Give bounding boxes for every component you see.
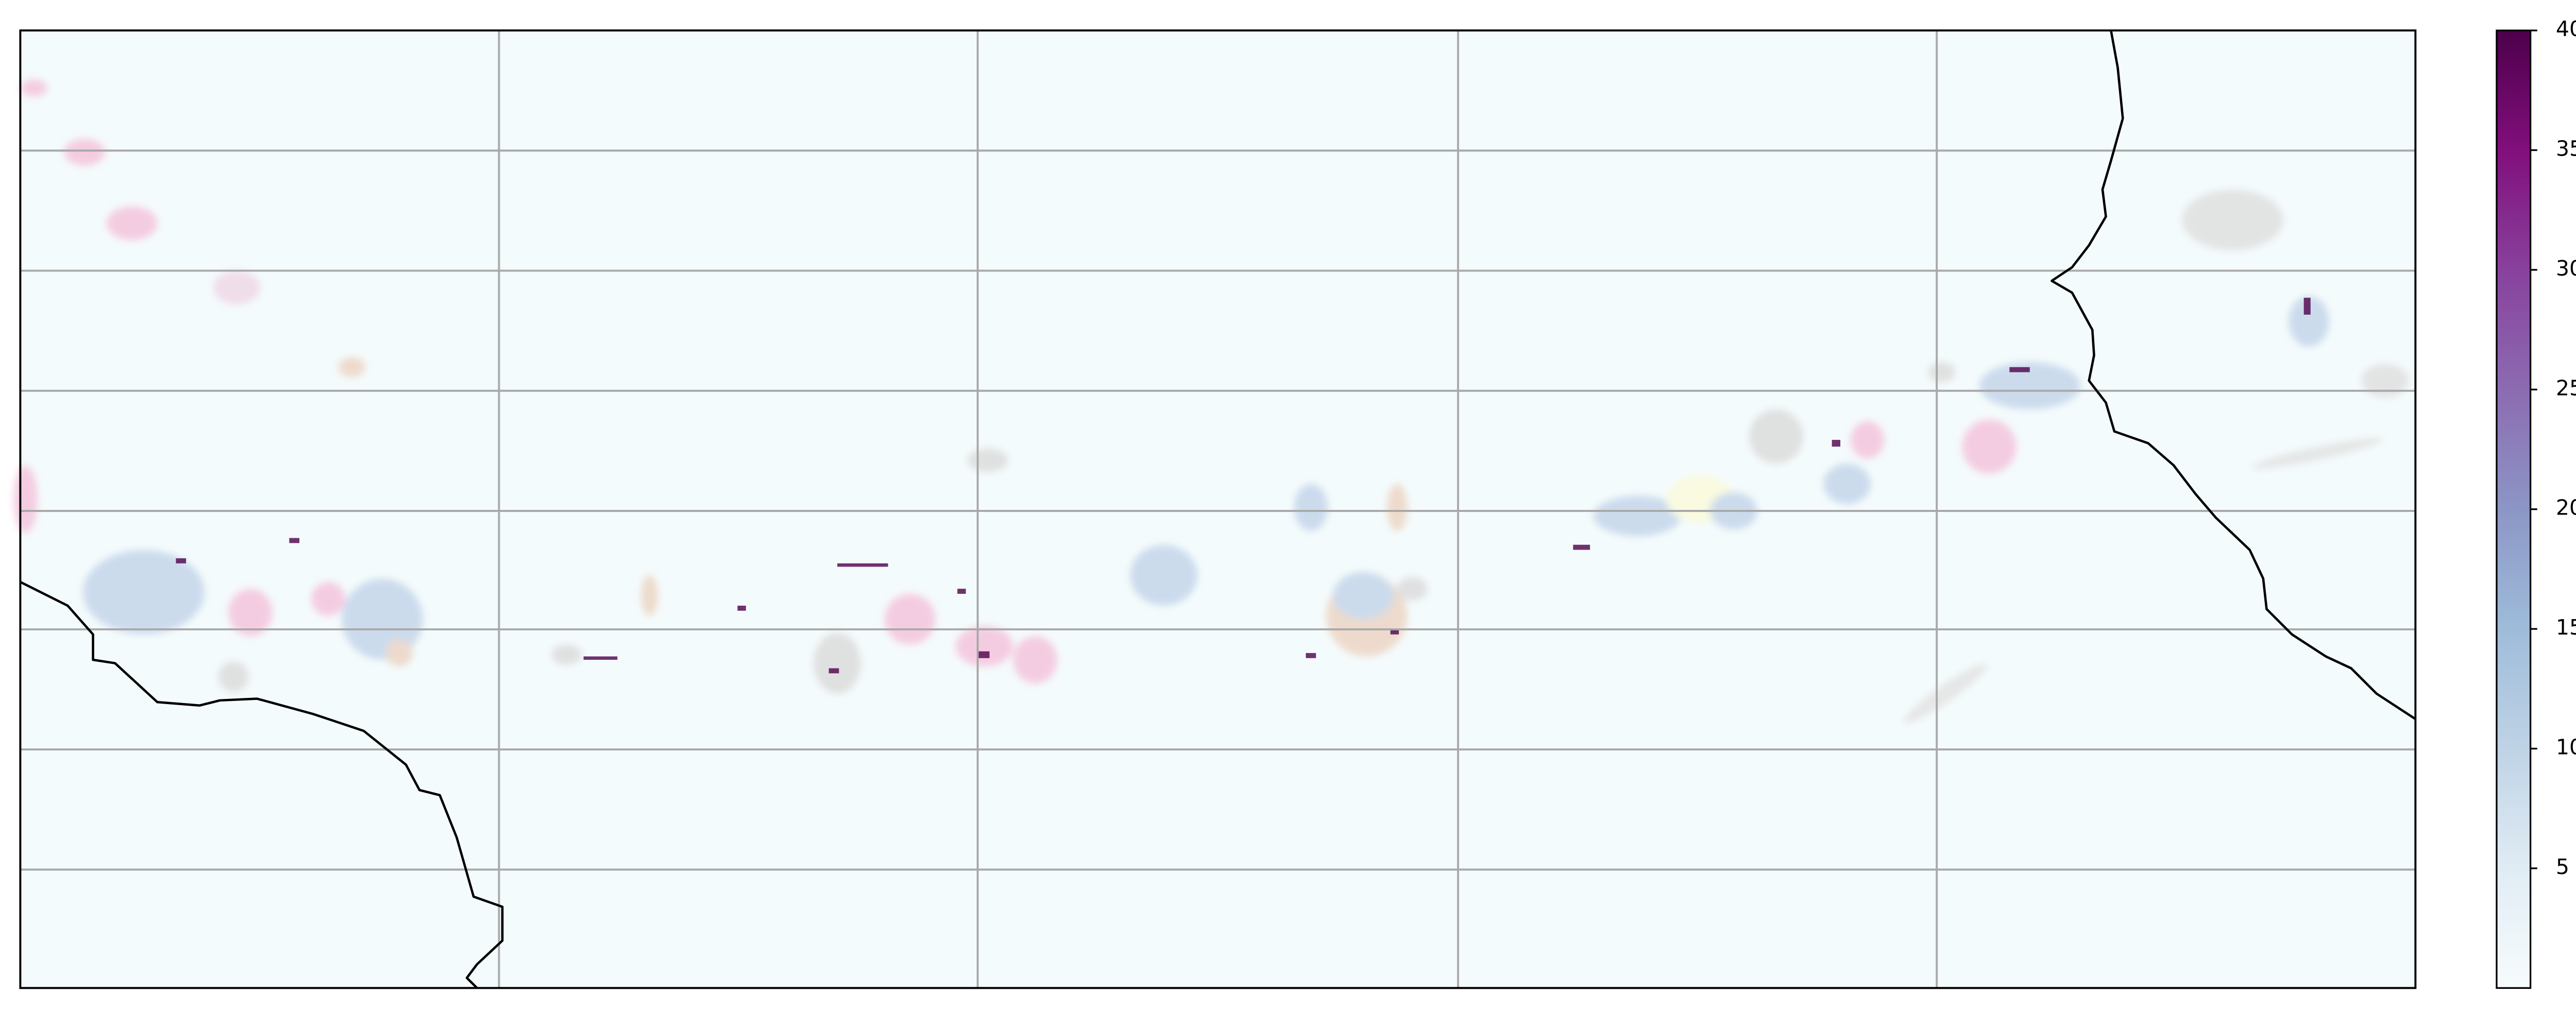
coastline bbox=[20, 580, 504, 989]
precipitation-field bbox=[13, 79, 2409, 724]
colorbar-tick-label: 10 bbox=[2556, 734, 2576, 759]
colorbar-tick-label: 35 bbox=[2556, 136, 2576, 161]
colorbar-tick-label: 25 bbox=[2556, 375, 2576, 400]
map-background bbox=[20, 30, 2416, 988]
grid bbox=[20, 30, 2416, 988]
map-frame bbox=[19, 29, 2417, 989]
colorbar-tick-label: 20 bbox=[2556, 495, 2576, 520]
colorbar-tick-label: 30 bbox=[2556, 256, 2576, 281]
heavy-rain-cells bbox=[176, 298, 2311, 674]
colorbar-gradient bbox=[2496, 29, 2532, 989]
colorbar-tick-label: 15 bbox=[2556, 615, 2576, 640]
colorbar: Pr (mm/3mn) 510152025303540 bbox=[2496, 16, 2576, 989]
colorbar-tick-label: 40 bbox=[2556, 16, 2576, 41]
map bbox=[13, 29, 2417, 989]
coastline bbox=[2050, 30, 2416, 720]
colorbar-tick-label: 5 bbox=[2556, 854, 2569, 879]
